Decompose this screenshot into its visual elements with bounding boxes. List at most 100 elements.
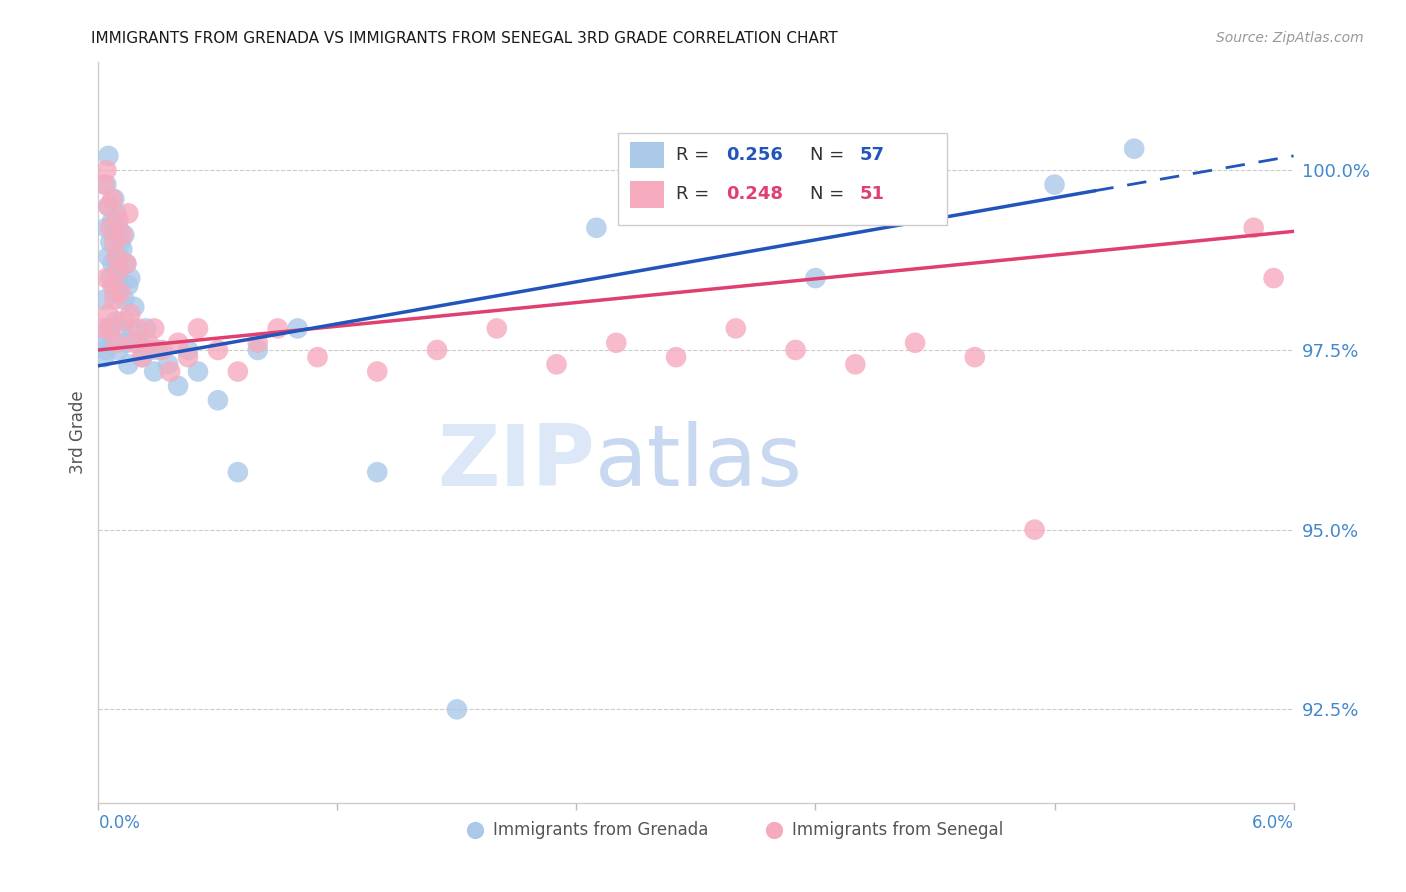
Point <box>167 335 190 350</box>
Text: Immigrants from Grenada: Immigrants from Grenada <box>494 822 709 839</box>
Point <box>187 321 209 335</box>
Point <box>844 357 866 371</box>
Text: 0.256: 0.256 <box>725 146 783 164</box>
Point <box>124 335 146 350</box>
Point <box>117 206 139 220</box>
Point <box>143 321 166 335</box>
Point <box>110 278 132 293</box>
Text: Immigrants from Senegal: Immigrants from Senegal <box>792 822 1002 839</box>
Point <box>1243 220 1265 235</box>
Point <box>96 271 118 285</box>
Point <box>963 350 986 364</box>
Point <box>105 335 128 350</box>
Point <box>111 243 134 257</box>
Point <box>107 343 129 357</box>
Point <box>96 178 118 192</box>
Point <box>103 285 125 300</box>
Point <box>124 300 146 314</box>
Point <box>91 321 114 335</box>
Point <box>115 257 138 271</box>
Point <box>97 307 120 321</box>
Point <box>103 192 125 206</box>
Point <box>107 213 129 227</box>
Point <box>446 702 468 716</box>
Point <box>105 264 128 278</box>
Y-axis label: 3rd Grade: 3rd Grade <box>69 391 87 475</box>
Point <box>105 206 128 220</box>
Point <box>97 250 120 264</box>
Point <box>246 335 269 350</box>
Text: IMMIGRANTS FROM GRENADA VS IMMIGRANTS FROM SENEGAL 3RD GRADE CORRELATION CHART: IMMIGRANTS FROM GRENADA VS IMMIGRANTS FR… <box>91 31 838 46</box>
Point <box>1024 523 1046 537</box>
Point <box>585 220 607 235</box>
Point <box>148 343 170 357</box>
Point <box>98 321 122 335</box>
Point <box>91 335 114 350</box>
Point <box>226 465 249 479</box>
Point <box>150 343 173 357</box>
Point <box>785 343 807 357</box>
Point <box>226 365 249 379</box>
Point <box>101 213 124 227</box>
Point <box>112 227 135 242</box>
Point <box>485 321 508 335</box>
Point <box>97 199 120 213</box>
Point <box>112 293 135 307</box>
Point <box>121 321 143 335</box>
Point <box>93 350 115 364</box>
Point <box>426 343 449 357</box>
Point <box>131 350 153 364</box>
Point <box>546 357 568 371</box>
Point <box>105 250 128 264</box>
Bar <box>630 142 664 169</box>
Point <box>366 465 388 479</box>
FancyBboxPatch shape <box>619 133 948 226</box>
Point <box>207 393 229 408</box>
Point <box>98 271 122 285</box>
Point <box>605 335 627 350</box>
Point <box>111 321 134 335</box>
Point <box>107 220 129 235</box>
Point <box>157 357 180 371</box>
Text: atlas: atlas <box>595 421 803 504</box>
Point <box>110 235 132 249</box>
Point <box>96 220 118 235</box>
Point <box>98 335 122 350</box>
Point <box>115 257 138 271</box>
Point <box>111 227 134 242</box>
Point <box>187 365 209 379</box>
Point <box>177 343 200 357</box>
Text: ZIP: ZIP <box>437 421 595 504</box>
Bar <box>630 181 664 208</box>
Point <box>112 314 135 328</box>
Text: Source: ZipAtlas.com: Source: ZipAtlas.com <box>1216 31 1364 45</box>
Point <box>724 321 747 335</box>
Point <box>665 350 688 364</box>
Point <box>101 257 124 271</box>
Point <box>96 343 118 357</box>
Point <box>107 264 129 278</box>
Point <box>103 235 125 249</box>
Point <box>105 314 128 328</box>
Point <box>117 278 139 293</box>
Point <box>98 235 122 249</box>
Point <box>1263 271 1285 285</box>
Point <box>120 307 142 321</box>
Point <box>366 365 388 379</box>
Point <box>804 271 827 285</box>
Point <box>1043 178 1066 192</box>
Point <box>167 379 190 393</box>
Point <box>98 220 122 235</box>
Point <box>101 278 124 293</box>
Point <box>97 199 120 213</box>
Point <box>135 321 157 335</box>
Text: 57: 57 <box>859 146 884 164</box>
Point <box>131 350 153 364</box>
Point <box>110 285 132 300</box>
Text: 0.248: 0.248 <box>725 186 783 203</box>
Point <box>287 321 309 335</box>
Point <box>93 293 115 307</box>
Text: 6.0%: 6.0% <box>1251 814 1294 832</box>
Text: N =: N = <box>810 146 849 164</box>
Point <box>97 321 120 335</box>
